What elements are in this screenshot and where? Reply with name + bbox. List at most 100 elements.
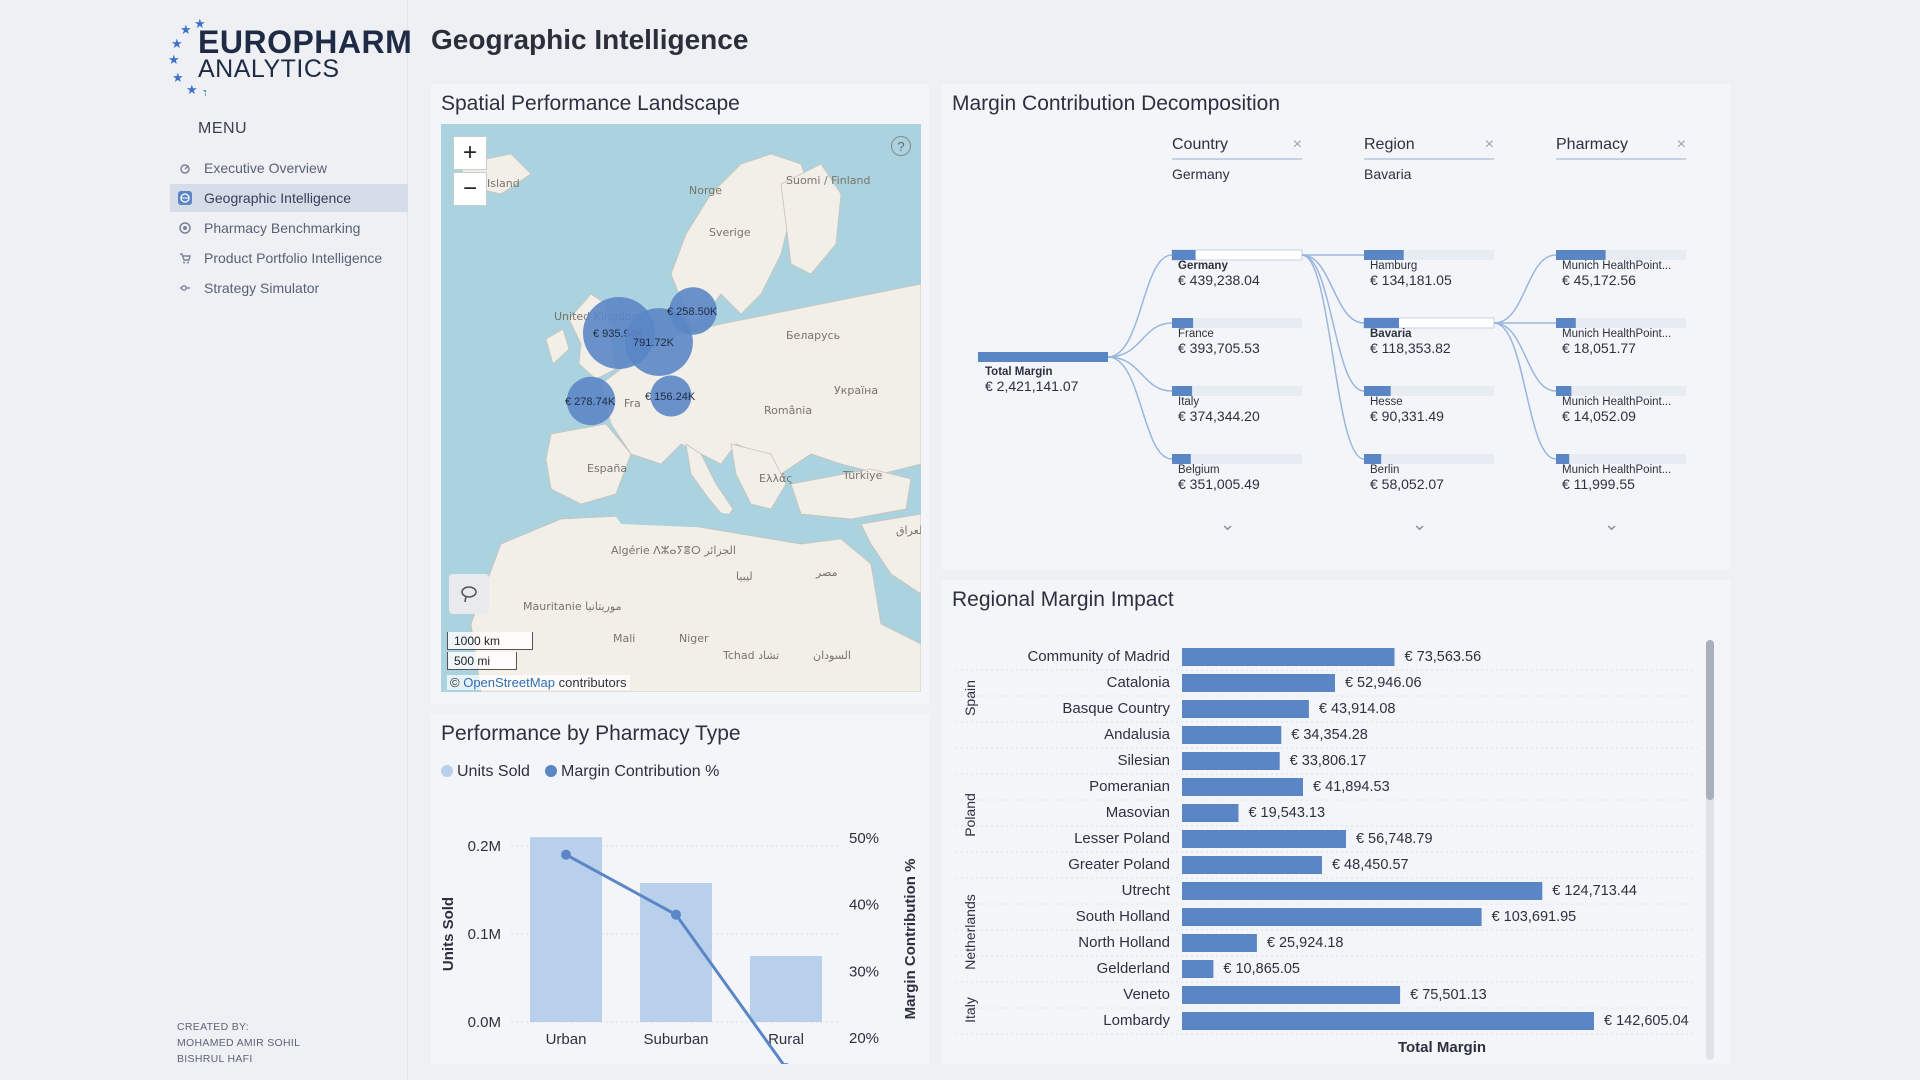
map-attribution: © OpenStreetMap contributors bbox=[447, 675, 630, 690]
nav-executive-overview[interactable]: Executive Overview bbox=[170, 154, 408, 182]
decomp-node-track[interactable] bbox=[1172, 318, 1302, 328]
brand-logo: ★★★ ★★★ ★★ EUROPHARM ANALYTICS bbox=[166, 12, 412, 100]
decomp-connector bbox=[1107, 356, 1173, 460]
decomp-node-bar[interactable] bbox=[1364, 386, 1391, 396]
level-header-region[interactable]: Region × bbox=[1364, 136, 1494, 160]
page-title: Geographic Intelligence bbox=[431, 24, 749, 55]
expand-icon[interactable]: ⌄ bbox=[1220, 514, 1236, 534]
region-bar[interactable] bbox=[1182, 934, 1257, 952]
level-header-country[interactable]: Country × bbox=[1172, 136, 1302, 160]
region-bar[interactable] bbox=[1182, 648, 1395, 666]
decomp-node-value: € 439,238.04 bbox=[1178, 272, 1260, 288]
close-icon[interactable]: × bbox=[1484, 136, 1494, 153]
x-tick-label: Suburban bbox=[643, 1031, 708, 1048]
decomp-node-track[interactable] bbox=[1364, 250, 1494, 260]
decomp-node-value: € 374,344.20 bbox=[1178, 408, 1260, 424]
nav-strategy-simulator[interactable]: Strategy Simulator bbox=[170, 274, 408, 302]
osm-link[interactable]: OpenStreetMap bbox=[463, 675, 555, 690]
decomp-node-bar[interactable] bbox=[1172, 250, 1196, 260]
decomp-node-track[interactable] bbox=[1556, 250, 1686, 260]
nav-label: Executive Overview bbox=[204, 160, 327, 176]
map-label: ليبيا bbox=[736, 570, 753, 583]
nav-geographic-intelligence[interactable]: Geographic Intelligence bbox=[170, 184, 408, 212]
decomp-node-track[interactable] bbox=[1556, 318, 1686, 328]
decomp-node-bar[interactable] bbox=[1556, 318, 1576, 328]
decomp-node-track[interactable] bbox=[1364, 386, 1494, 396]
scroll-thumb[interactable] bbox=[1706, 640, 1714, 800]
region-bar[interactable] bbox=[1182, 700, 1309, 718]
close-icon[interactable]: × bbox=[1292, 136, 1302, 153]
y2-tick-label: 40% bbox=[849, 897, 879, 914]
decomp-node-bar[interactable] bbox=[1556, 454, 1570, 464]
region-bar[interactable] bbox=[1182, 960, 1214, 978]
region-bar[interactable] bbox=[1182, 882, 1543, 900]
map-label: España bbox=[587, 462, 627, 475]
map-bubble[interactable] bbox=[650, 375, 692, 417]
decomp-node-name: Belgium bbox=[1178, 464, 1220, 476]
decomp-node-name: Munich HealthPoint... bbox=[1562, 260, 1672, 272]
menu-label: MENU bbox=[198, 120, 248, 137]
decomp-node-track[interactable] bbox=[1556, 454, 1686, 464]
region-label: Basque Country bbox=[1062, 700, 1170, 717]
level-header-pharmacy[interactable]: Pharmacy × bbox=[1556, 136, 1686, 160]
decomp-node-track[interactable] bbox=[1172, 454, 1302, 464]
units-bar[interactable] bbox=[750, 956, 822, 1022]
margin-point[interactable] bbox=[671, 909, 681, 920]
overview-icon bbox=[178, 161, 192, 175]
region-label: Catalonia bbox=[1107, 674, 1171, 691]
region-bar[interactable] bbox=[1182, 752, 1280, 770]
scrollbar[interactable] bbox=[1706, 640, 1714, 1060]
region-bar[interactable] bbox=[1182, 830, 1346, 848]
decomp-node-bar[interactable] bbox=[1364, 318, 1399, 328]
region-bar[interactable] bbox=[1182, 726, 1282, 744]
units-bar[interactable] bbox=[530, 837, 602, 1022]
zoom-in-button[interactable]: + bbox=[453, 136, 487, 170]
decomp-node-track[interactable] bbox=[1556, 386, 1686, 396]
zoom-out-button[interactable]: − bbox=[453, 172, 487, 206]
decomp-node-bar[interactable] bbox=[1556, 386, 1572, 396]
nav-pharmacy-benchmarking[interactable]: Pharmacy Benchmarking bbox=[170, 214, 408, 242]
map-bubble[interactable] bbox=[669, 287, 717, 335]
margin-point[interactable] bbox=[781, 1063, 791, 1064]
svg-text:★: ★ bbox=[186, 83, 198, 98]
help-icon[interactable]: ? bbox=[891, 136, 911, 156]
x-axis-label: Total Margin bbox=[1398, 1039, 1486, 1056]
map-label: Беларусь bbox=[786, 329, 840, 342]
map-label: România bbox=[764, 404, 812, 417]
expand-icon[interactable]: ⌄ bbox=[1604, 514, 1620, 534]
expand-icon[interactable]: ⌄ bbox=[1412, 514, 1428, 534]
decomp-node-name: Munich HealthPoint... bbox=[1562, 328, 1672, 340]
decomp-node-track[interactable] bbox=[1364, 454, 1494, 464]
decomp-node-bar[interactable] bbox=[1172, 386, 1193, 396]
region-value-label: € 43,914.08 bbox=[1319, 701, 1396, 717]
region-bar[interactable] bbox=[1182, 856, 1322, 874]
region-value-label: € 41,894.53 bbox=[1313, 779, 1390, 795]
region-bar[interactable] bbox=[1182, 804, 1239, 822]
decomp-node-bar[interactable] bbox=[1172, 318, 1194, 328]
nav-product-portfolio[interactable]: Product Portfolio Intelligence bbox=[170, 244, 408, 272]
decomposition-panel: Margin Contribution Decomposition Countr… bbox=[942, 84, 1730, 570]
region-bar[interactable] bbox=[1182, 674, 1335, 692]
root-node-bar[interactable] bbox=[978, 352, 1108, 362]
land-iberia bbox=[545, 423, 632, 505]
decomp-node-bar[interactable] bbox=[1364, 250, 1404, 260]
decomp-node-name: France bbox=[1178, 328, 1214, 340]
margin-point[interactable] bbox=[561, 849, 571, 860]
region-bar[interactable] bbox=[1182, 908, 1482, 926]
map-bubble[interactable] bbox=[566, 376, 616, 426]
credits-label: CREATED BY: bbox=[177, 1021, 249, 1033]
region-bar[interactable] bbox=[1182, 778, 1303, 796]
map[interactable]: Island Norge Suomi / Finland Sverige Uni… bbox=[441, 124, 921, 692]
map-canvas[interactable]: Island Norge Suomi / Finland Sverige Uni… bbox=[441, 124, 921, 692]
units-bar[interactable] bbox=[640, 882, 712, 1022]
decomp-node-bar[interactable] bbox=[1172, 454, 1191, 464]
decomp-node-bar[interactable] bbox=[1364, 454, 1382, 464]
brand-line-1: EUROPHARM bbox=[198, 24, 413, 60]
y2-tick-label: 30% bbox=[849, 963, 879, 980]
region-bar[interactable] bbox=[1182, 986, 1401, 1004]
decomp-node-track[interactable] bbox=[1172, 386, 1302, 396]
lasso-select-button[interactable] bbox=[449, 574, 489, 614]
region-bar[interactable] bbox=[1182, 1012, 1594, 1030]
close-icon[interactable]: × bbox=[1676, 136, 1686, 153]
decomp-node-bar[interactable] bbox=[1556, 250, 1606, 260]
